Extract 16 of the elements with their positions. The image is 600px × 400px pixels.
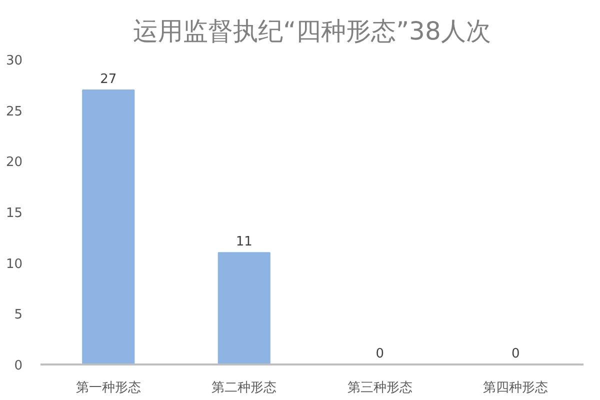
y-tick-label: 30 [6,54,23,68]
data-label: 11 [236,234,252,250]
chart-title: 运用监督执纪“四种形态”38人次 [133,16,491,46]
data-label: 27 [100,72,117,87]
y-tick-label: 25 [6,104,23,120]
y-tick-label: 5 [14,308,23,323]
data-label: 0 [511,346,520,362]
y-tick-label: 0 [14,358,23,374]
x-tick-label: 第一种形态 [76,380,141,396]
y-tick-label: 15 [6,206,23,221]
x-tick-label: 第四种形态 [483,380,548,396]
x-tick-label: 第二种形态 [212,380,277,396]
y-tick-label: 10 [6,256,23,272]
y-tick-label: 20 [6,155,23,170]
x-tick-label: 第三种形态 [347,380,412,396]
data-label: 0 [376,346,384,362]
